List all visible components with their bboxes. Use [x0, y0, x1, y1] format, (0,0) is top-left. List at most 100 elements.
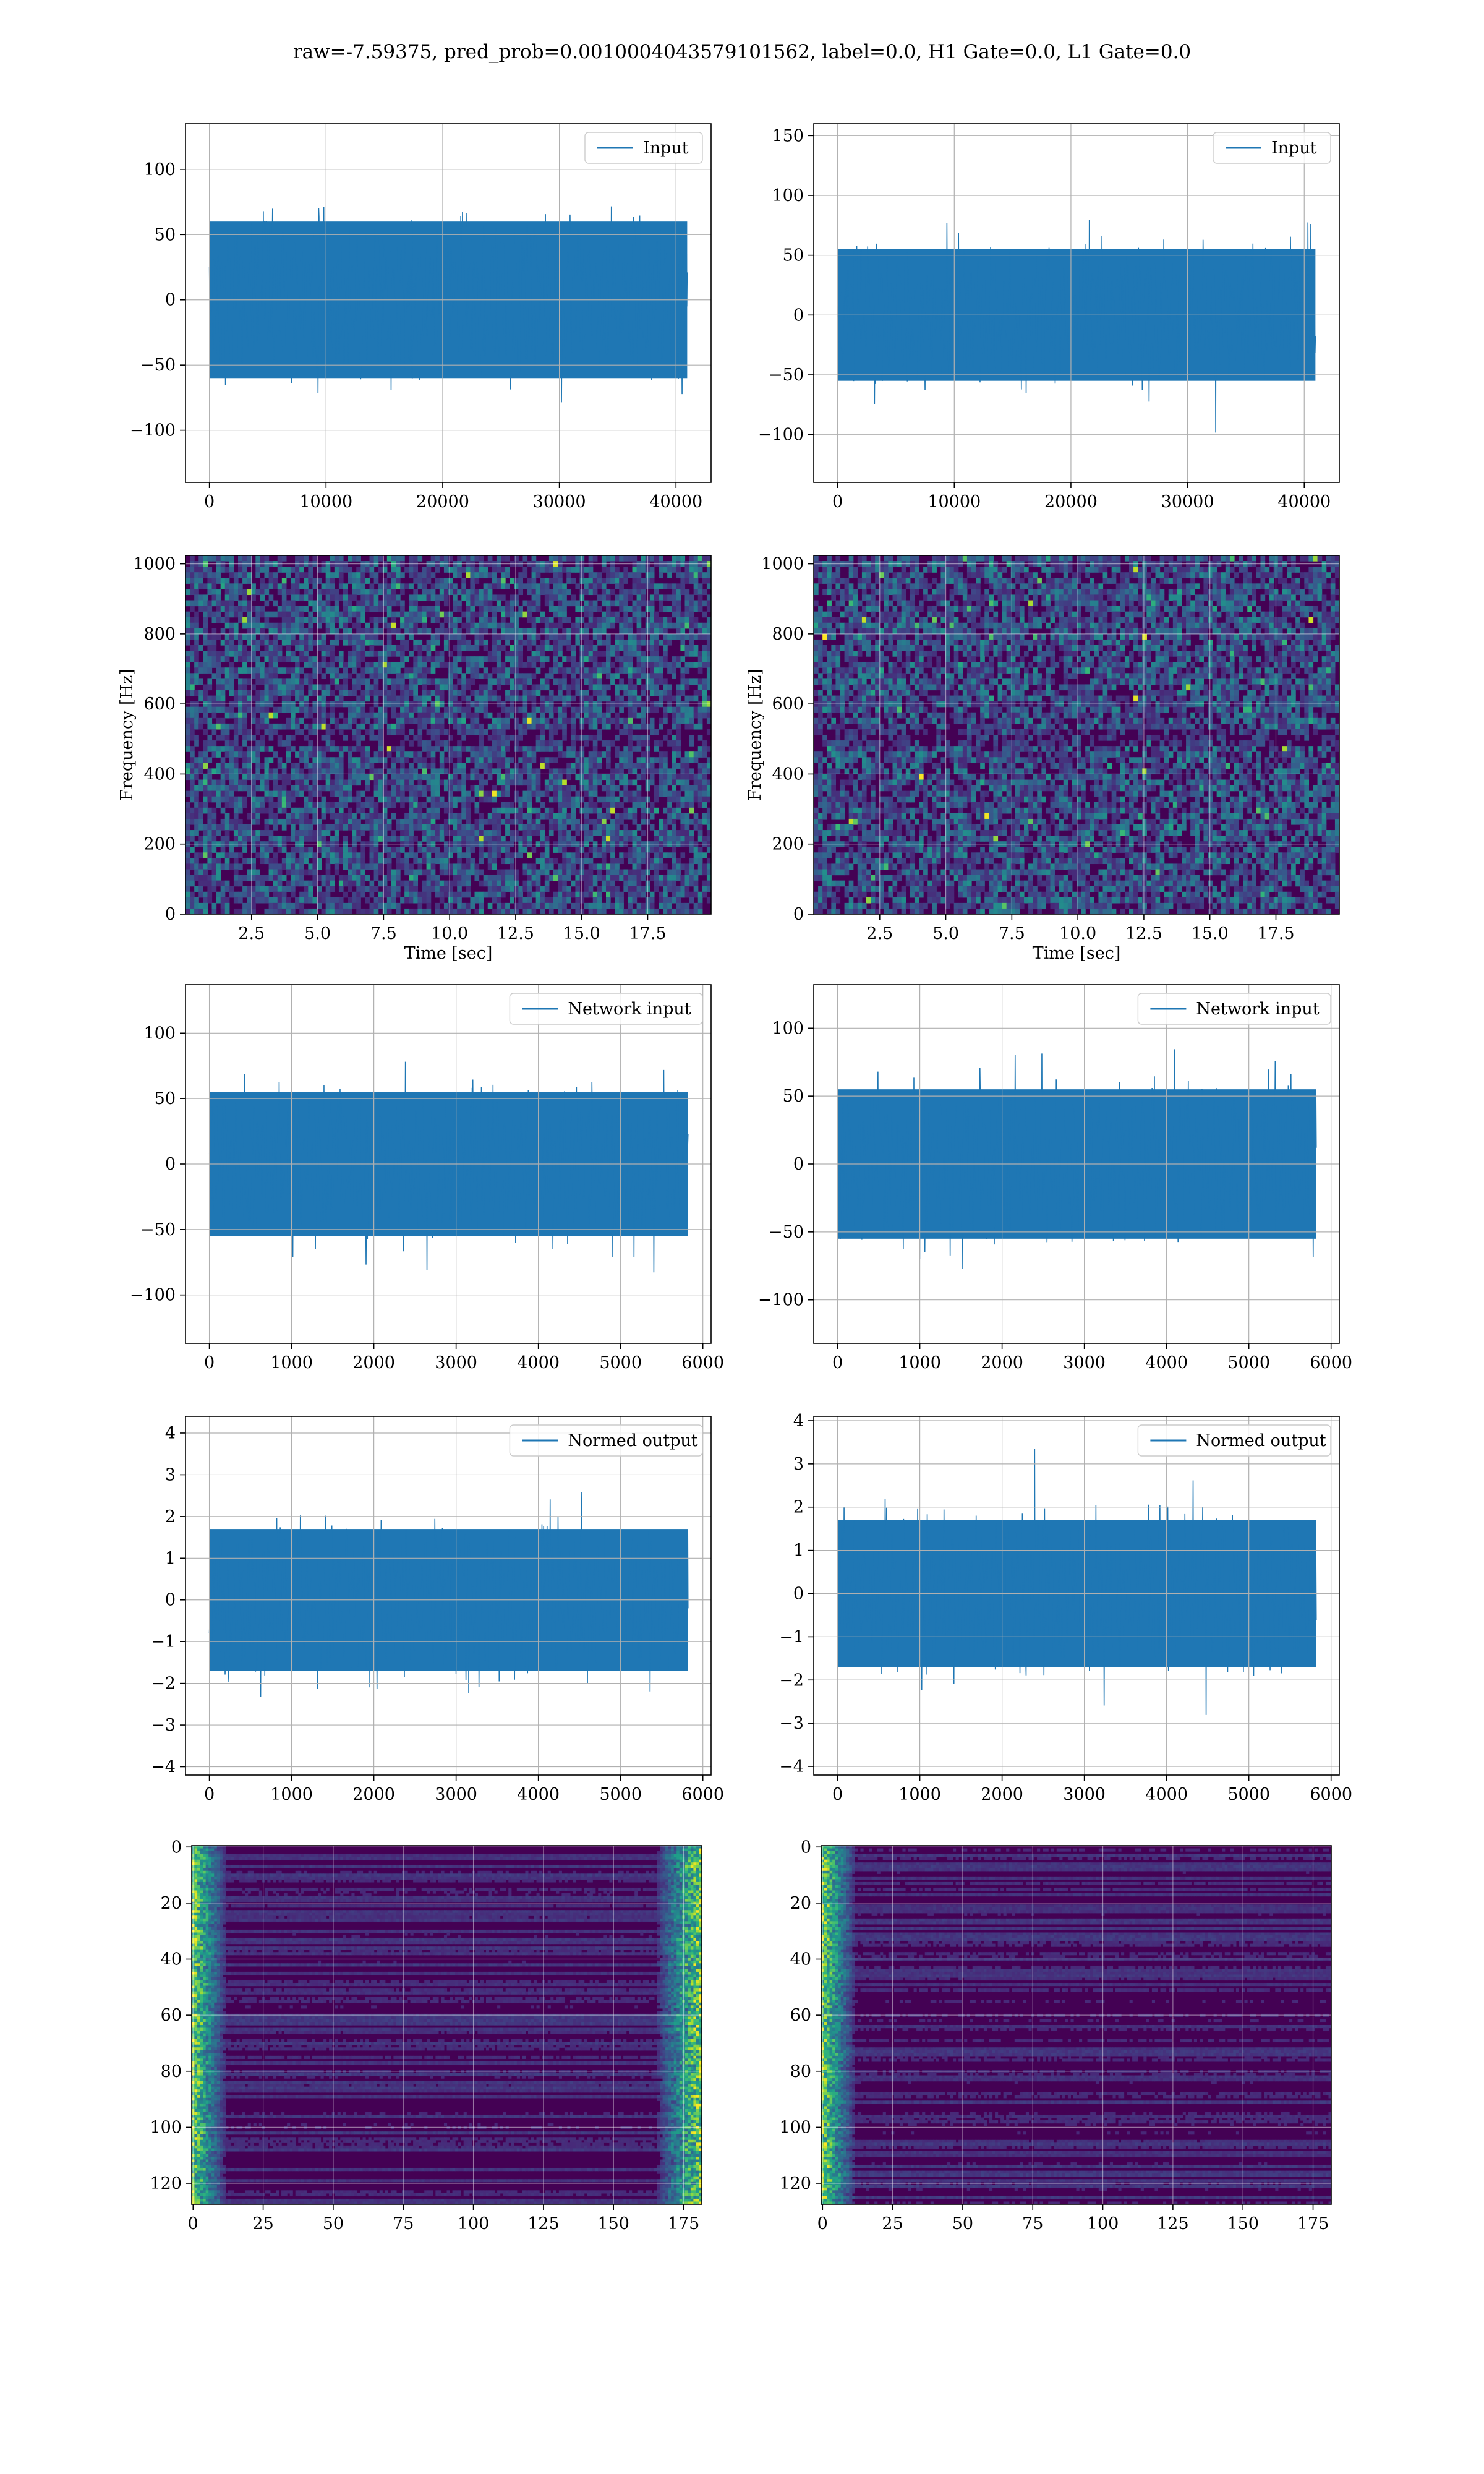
h1-normed-output-ytick-label: −1: [151, 1632, 176, 1651]
l1-feature-map-ytick-label: 80: [790, 2062, 811, 2081]
h1-input-xtick-label: 0: [204, 492, 215, 511]
h1-input-ytick-label: 0: [165, 291, 176, 310]
l1-network-input-ytick-label: 0: [793, 1155, 804, 1174]
l1-feature-map-ytick-label: 0: [801, 1838, 811, 1857]
h1-input-ticks: 0 10000 20000 30000 40000 −100 −50 0 50 100: [130, 160, 702, 511]
l1-feature-map-xtick-label: 100: [1087, 2214, 1119, 2233]
l1-input-ytick-label: 50: [783, 246, 804, 265]
l1-normed-output-trace: [837, 1449, 1317, 1715]
h1-spectrogram-xlabel: Time [sec]: [404, 944, 493, 963]
h1-feature-map-xtick-label: 25: [252, 2214, 273, 2233]
h1-normed-output-ytick-label: 3: [165, 1465, 176, 1484]
h1-spectrogram-ytick-label: 200: [143, 835, 176, 854]
h1-spectrogram-xtick-label: 5.0: [304, 924, 331, 943]
h1-normed-output-ytick-label: 4: [165, 1424, 176, 1443]
h1-feature-map-xtick-label: 100: [458, 2214, 490, 2233]
h1-network-input-legend-label: Network input: [568, 999, 691, 1019]
l1-normed-output-legend-box: [1137, 1424, 1331, 1457]
l1-network-input-xtick-label: 3000: [1063, 1353, 1106, 1372]
l1-network-input-xtick-label: 6000: [1310, 1353, 1352, 1372]
h1-spectrogram-xtick-label: 17.5: [629, 924, 666, 943]
h1-feature-map-panel: 0 25 50 75 100 125 150 175 0 20 40 60 80 100 120: [150, 1838, 702, 2233]
l1-feature-map-cells: [821, 1846, 1331, 2204]
l1-spectrogram-ytick-label: 400: [772, 764, 804, 784]
l1-feature-map-panel: 0 25 50 75 100 125 150 175 0 20 40 60 80 100 120: [779, 1838, 1332, 2233]
l1-spectrogram-ytick-label: 600: [772, 695, 804, 714]
h1-normed-output-trace: [208, 1492, 689, 1697]
h1-input-trace: [208, 206, 688, 403]
l1-spectrogram-xtick-label: 17.5: [1257, 924, 1294, 943]
h1-network-input-ytick-label: 0: [165, 1155, 176, 1174]
l1-normed-output-ticks: 0 1000 2000 3000 4000 5000 6000 −4 −3 −2 −1 0 1 2 3 4: [779, 1411, 1352, 1804]
h1-input-xtick-label: 10000: [299, 492, 352, 511]
l1-normed-output-frame: [813, 1416, 1340, 1776]
l1-input-ytick-label: 0: [793, 306, 804, 325]
h1-spectrogram-xtick-label: 12.5: [497, 924, 534, 943]
h1-normed-output-ytick-label: −2: [151, 1674, 176, 1693]
l1-network-input-ytick-label: 100: [772, 1019, 804, 1038]
h1-normed-output-xtick-label: 6000: [681, 1785, 724, 1804]
l1-network-input-panel: 0 1000 2000 3000 4000 5000 6000 −100 −50 0 50 100 Ne…: [758, 984, 1352, 1372]
h1-normed-output-frame: [185, 1416, 712, 1776]
h1-network-input-legend: Network input: [509, 993, 703, 1025]
l1-normed-output-panel: 0 1000 2000 3000 4000 5000 6000 −4 −3 −2 −1 0 1 2 3 4 No…: [779, 1411, 1352, 1804]
figure-title: raw=-7.59375, pred_prob=0.00100040435791…: [0, 41, 1484, 63]
h1-normed-output-ytick-label: −4: [151, 1758, 176, 1777]
h1-feature-map-xtick-label: 150: [597, 2214, 629, 2233]
l1-network-input-xtick-label: 0: [832, 1353, 843, 1372]
l1-input-legend-box: [1213, 132, 1331, 164]
l1-feature-map-xtick-label: 25: [882, 2214, 903, 2233]
h1-feature-map-ytick-label: 100: [150, 2118, 182, 2137]
h1-input-legend: Input: [584, 132, 703, 164]
l1-feature-map-xtick-label: 150: [1227, 2214, 1259, 2233]
l1-normed-output-ytick-label: 1: [793, 1541, 804, 1560]
h1-network-input-trace: [208, 1061, 689, 1273]
h1-feature-map-ytick-label: 0: [171, 1838, 182, 1857]
h1-input-legend-box: [584, 132, 703, 164]
h1-spectrogram-panel: 2.5 5.0 7.5 10.0 12.5 15.0 17.5 0 200 400 600 800 10…: [117, 555, 712, 963]
l1-input-ytick-label: 100: [772, 186, 804, 205]
h1-spectrogram-ytick-label: 600: [143, 695, 176, 714]
l1-spectrogram-frame: [813, 555, 1340, 915]
h1-feature-map-xtick-label: 175: [668, 2214, 700, 2233]
l1-normed-output-xtick-label: 0: [832, 1785, 843, 1804]
l1-input-legend-label: Input: [1271, 139, 1317, 158]
h1-normed-output-legend: Normed output: [509, 1424, 703, 1457]
h1-network-input-panel: 0 1000 2000 3000 4000 5000 6000 −100 −50 0 50 100 Ne…: [130, 984, 724, 1372]
h1-normed-output-grid: [186, 1416, 711, 1775]
l1-spectrogram-xtick-label: 15.0: [1192, 924, 1229, 943]
h1-normed-output-xtick-label: 5000: [599, 1785, 642, 1804]
l1-spectrogram-xtick-label: 12.5: [1125, 924, 1162, 943]
l1-network-input-ytick-label: 50: [783, 1087, 804, 1106]
h1-normed-output-xtick-label: 2000: [352, 1785, 395, 1804]
l1-feature-map-xtick-label: 125: [1157, 2214, 1189, 2233]
h1-normed-output-xtick-label: 4000: [517, 1785, 560, 1804]
h1-feature-map-xtick-label: 0: [188, 2214, 198, 2233]
h1-input-panel: 0 10000 20000 30000 40000 −100 −50 0 50 100 Input: [130, 123, 712, 511]
h1-input-xtick-label: 20000: [416, 492, 469, 511]
l1-feature-map-ytick-label: 100: [779, 2118, 811, 2137]
l1-normed-output-ytick-label: −4: [779, 1757, 804, 1776]
l1-normed-output-ytick-label: 2: [793, 1498, 804, 1517]
l1-network-input-legend: Network input: [1137, 993, 1331, 1025]
l1-normed-output-legend: Normed output: [1137, 1424, 1331, 1457]
l1-network-input-xtick-label: 2000: [981, 1353, 1023, 1372]
l1-spectrogram-ylabel: Frequency [Hz]: [746, 669, 765, 800]
l1-spectrogram-xtick-label: 7.5: [999, 924, 1025, 943]
l1-spectrogram-ytick-label: 1000: [761, 555, 804, 574]
l1-normed-output-xtick-label: 2000: [981, 1785, 1023, 1804]
h1-input-xtick-label: 40000: [649, 492, 702, 511]
h1-network-input-ytick-label: −50: [140, 1220, 176, 1239]
l1-feature-map-xtick-label: 75: [1022, 2214, 1043, 2233]
l1-input-legend: Input: [1213, 132, 1331, 164]
l1-input-xtick-label: 40000: [1277, 492, 1331, 511]
l1-normed-output-xtick-label: 1000: [898, 1785, 941, 1804]
l1-network-input-ytick-label: −100: [758, 1291, 804, 1310]
h1-spectrogram-grid: [186, 555, 711, 915]
h1-feature-map-xtick-label: 125: [527, 2214, 560, 2233]
l1-normed-output-legend-label: Normed output: [1196, 1431, 1326, 1450]
l1-spectrogram-xtick-label: 2.5: [866, 924, 893, 943]
h1-network-input-xtick-label: 3000: [435, 1353, 477, 1372]
l1-normed-output-ytick-label: 0: [793, 1585, 804, 1604]
h1-normed-output-legend-box: [509, 1424, 703, 1457]
